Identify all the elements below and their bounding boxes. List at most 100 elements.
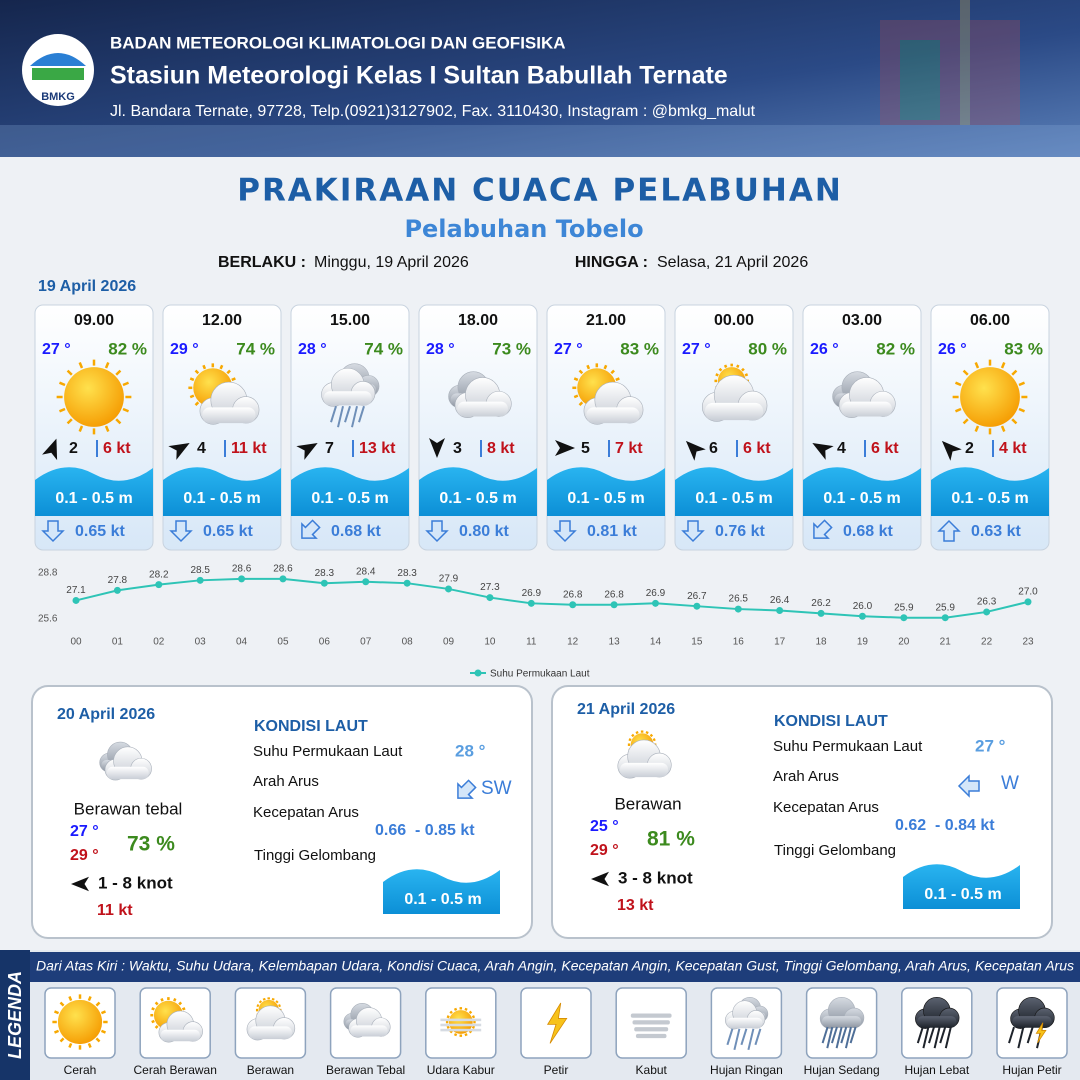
x-tick-label: 18 xyxy=(815,637,827,648)
rain-drop xyxy=(840,1026,848,1044)
gust: 8 kt xyxy=(487,440,515,457)
weather-icon xyxy=(630,1013,672,1039)
sun-disc xyxy=(57,999,103,1045)
gust: 7 kt xyxy=(615,440,643,457)
sun-ray xyxy=(578,369,584,375)
sun-ray xyxy=(271,997,275,1001)
rain-drop xyxy=(330,405,337,423)
sst: 27 ° xyxy=(975,736,1006,755)
sun-ray xyxy=(471,1015,476,1019)
gust: 6 kt xyxy=(871,440,899,457)
wind-speed: 3 xyxy=(453,440,462,457)
wave-label: Tinggi Gelombang xyxy=(254,847,376,864)
x-tick-label: 00 xyxy=(70,637,82,648)
current-speed: 0.63 kt xyxy=(971,523,1021,540)
sun-ray xyxy=(578,401,584,406)
wind-speed: 4 xyxy=(197,440,206,457)
current-arrow xyxy=(937,519,961,542)
legend-item: Hujan Sedang xyxy=(804,1063,880,1077)
valid-from-label: BERLAKU : xyxy=(218,254,306,271)
sst-point xyxy=(858,612,866,620)
sst-point xyxy=(900,614,908,622)
cloud-part xyxy=(202,407,256,424)
sst-value-label: 26.9 xyxy=(522,588,542,599)
current-speed: 0.68 kt xyxy=(843,523,893,540)
sst-point xyxy=(1024,598,1032,606)
current-speed: 0.62 - 0.84 kt xyxy=(895,817,995,834)
day-date: 21 April 2026 xyxy=(577,701,675,718)
weather-icon xyxy=(1008,997,1055,1049)
fog-bar xyxy=(634,1027,669,1032)
x-tick-label: 04 xyxy=(236,637,248,648)
sea-heading: KONDISI LAUT xyxy=(774,713,888,730)
sun-ray xyxy=(262,997,266,1001)
weather-icon xyxy=(52,994,108,1050)
gust: 6 kt xyxy=(743,440,771,457)
gust: 11 kt xyxy=(97,902,133,919)
temperature: 27 ° xyxy=(682,341,711,358)
time: 12.00 xyxy=(202,312,242,329)
rain-drop xyxy=(835,1026,843,1049)
wave-height: 0.1 - 0.5 m xyxy=(924,886,1001,903)
fog-bar xyxy=(630,1013,672,1018)
legend-item: Hujan Ringan xyxy=(710,1063,783,1077)
sun-ray xyxy=(1011,418,1018,425)
wind-arrow xyxy=(590,871,610,887)
sun-ray xyxy=(471,1025,476,1029)
temperature: 29 ° xyxy=(170,341,199,358)
rain-drop xyxy=(754,1028,762,1046)
sst-point xyxy=(320,579,328,587)
sst-value-label: 25.9 xyxy=(935,602,955,613)
rain-drop xyxy=(933,1026,941,1049)
sst-value-label: 27.3 xyxy=(480,582,500,593)
logo-arc xyxy=(30,53,86,66)
rain-drop xyxy=(747,1028,755,1051)
current-arrow xyxy=(553,520,577,543)
sun-ray xyxy=(453,1033,458,1037)
sun-ray xyxy=(573,377,579,382)
x-tick-label: 09 xyxy=(443,637,455,648)
legend-tab xyxy=(0,950,30,1080)
wind-range: 1 - 8 knot xyxy=(98,873,173,892)
sst-value-label: 26.2 xyxy=(811,598,831,609)
rain-drop xyxy=(821,1026,829,1044)
current-speed: 0.66 - 0.85 kt xyxy=(375,822,475,839)
sun-ray xyxy=(226,369,231,375)
rain-drop xyxy=(830,1026,838,1044)
cloud-part xyxy=(457,401,508,417)
header-decoration xyxy=(0,0,1080,157)
wind-arrow xyxy=(941,440,962,461)
temp-min: 25 ° xyxy=(590,818,619,835)
temperature: 28 ° xyxy=(426,341,455,358)
current-arrow xyxy=(169,520,193,543)
cloud-part xyxy=(160,1029,200,1042)
wind-speed: 2 xyxy=(69,440,78,457)
current-arrow xyxy=(457,779,477,799)
weather-icon xyxy=(99,741,152,781)
weather-icon xyxy=(725,997,769,1051)
cloud-part xyxy=(350,1025,388,1037)
sst-value-label: 26.7 xyxy=(687,591,707,602)
sun-ray xyxy=(645,731,649,735)
humidity: 82 % xyxy=(876,339,915,358)
logo-land xyxy=(32,68,84,80)
sst-point xyxy=(610,601,618,609)
wave-band xyxy=(675,467,793,516)
sst-point xyxy=(486,594,494,602)
sst-value-label: 27.1 xyxy=(66,585,86,596)
sun-ray xyxy=(78,425,84,433)
current-speed: 0.65 kt xyxy=(75,523,125,540)
x-tick-label: 14 xyxy=(650,637,662,648)
sun-ray xyxy=(649,733,654,738)
time: 03.00 xyxy=(842,312,882,329)
rain-drop xyxy=(740,1028,748,1046)
wave-height: 0.1 - 0.5 m xyxy=(823,490,900,507)
wave-height: 0.1 - 0.5 m xyxy=(439,490,516,507)
station: Stasiun Meteorologi Kelas I Sultan Babul… xyxy=(110,62,728,90)
sun-ray xyxy=(189,394,195,399)
temperature: 26 ° xyxy=(938,341,967,358)
sst-value-label: 28.6 xyxy=(232,564,252,575)
sst-point xyxy=(734,605,742,613)
current-arrow xyxy=(41,520,65,543)
humidity: 74 % xyxy=(364,339,403,358)
